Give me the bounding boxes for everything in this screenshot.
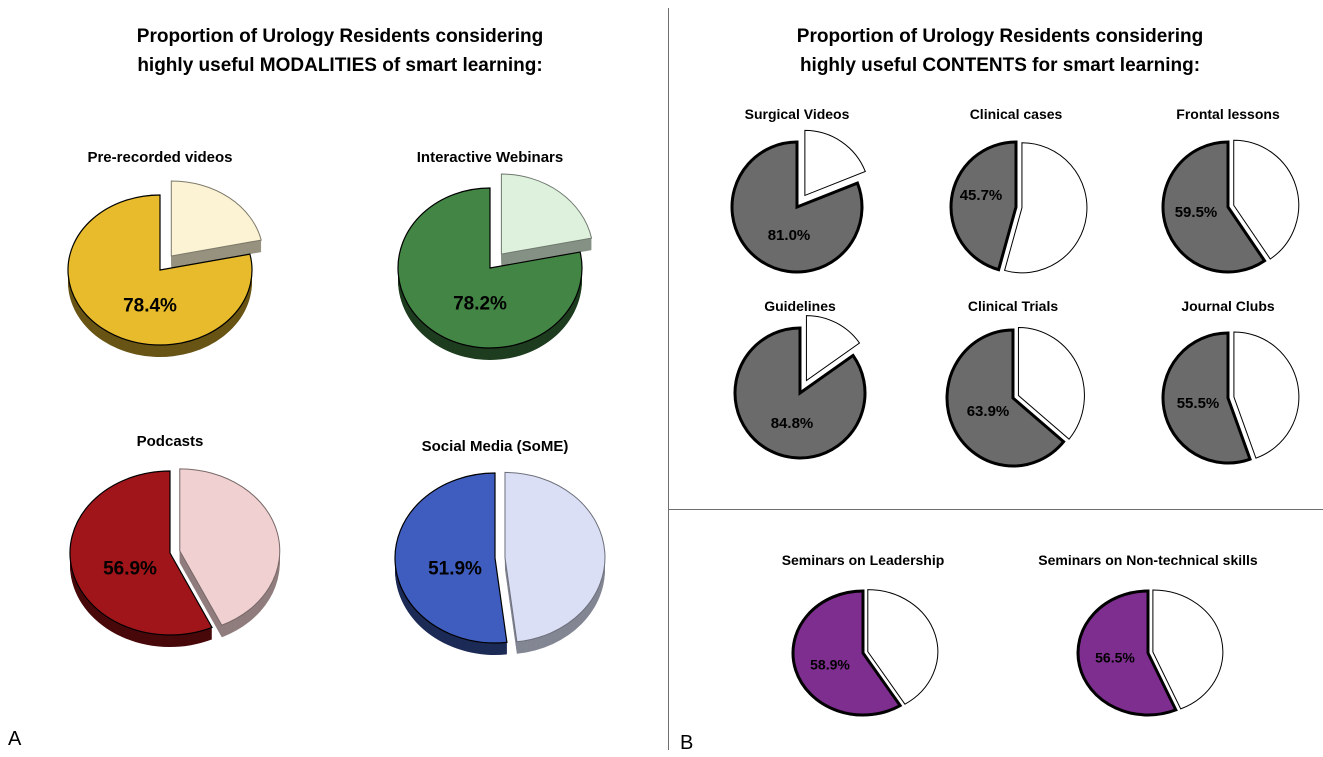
pie-slice-main-12 [1076, 589, 1178, 717]
pie-slice-rest-6 [1003, 142, 1088, 274]
panel-a-title: Proportion of Urology Residents consider… [136, 26, 544, 76]
pie-slice-rest-7 [1233, 139, 1300, 260]
pie-value-label-5: 81.0% [768, 227, 811, 244]
pie-title-11: Seminars on Leadership [782, 552, 945, 568]
vertical-divider [668, 8, 669, 750]
pie-value-label-2: 78.2% [453, 293, 507, 314]
pie-title-3: Podcasts [137, 433, 204, 450]
pie-slice-main-2 [397, 187, 583, 349]
pie-slice-main-9 [945, 328, 1066, 468]
pie-title-8: Guidelines [764, 298, 836, 314]
pie-chart-7: Frontal lessons 59.5% [1161, 106, 1300, 274]
pie-chart-3: Podcasts 56.9% [69, 433, 281, 647]
horizontal-divider [669, 509, 1323, 510]
pie-slice-rest-12 [1152, 589, 1224, 710]
pie-title-1: Pre-recorded videos [87, 149, 232, 166]
pie-value-label-6: 45.7% [960, 187, 1003, 204]
pie-value-label-11: 58.9% [810, 657, 850, 673]
pie-value-label-8: 84.8% [771, 415, 814, 432]
pie-slice-main-8 [733, 326, 867, 460]
pie-title-10: Journal Clubs [1181, 298, 1275, 314]
pie-slice-main-4 [394, 472, 508, 644]
pie-slice-main-10 [1161, 331, 1252, 465]
pie-slice-rest-5 [804, 129, 866, 197]
pie-chart-8: Guidelines 84.8% [733, 298, 867, 460]
pie-value-label-12: 56.5% [1095, 650, 1135, 666]
pie-value-label-1: 78.4% [123, 295, 177, 316]
pie-value-label-9: 63.9% [967, 403, 1010, 420]
panel-b-letter: B [680, 732, 694, 754]
pie-slice-main-3 [69, 470, 213, 636]
pie-title-2: Interactive Webinars [417, 149, 563, 166]
pie-slice-rest-8 [805, 315, 861, 382]
pie-slice-main-11 [791, 589, 903, 717]
pie-value-label-7: 59.5% [1175, 204, 1218, 221]
pie-slice-main-7 [1161, 140, 1267, 274]
pie-slice-rest-4 [504, 471, 606, 643]
pie-value-label-3: 56.9% [103, 558, 157, 579]
pie-slice-main-1 [67, 194, 253, 346]
pie-slice-rest-3 [179, 468, 281, 626]
pie-slice-rest-9 [1017, 326, 1085, 440]
pie-value-label-4: 51.9% [428, 558, 482, 579]
pie-title-6: Clinical cases [970, 106, 1063, 122]
pie-slice-rest-11 [867, 589, 939, 705]
panel-b-title: Proportion of Urology Residents consider… [796, 26, 1204, 76]
pie-chart-1: Pre-recorded videos 78.4% [67, 149, 262, 357]
pie-slice-rest-1 [170, 180, 262, 257]
pie-chart-12: Seminars on Non-technical skills 56.5% [1038, 552, 1258, 717]
panel-a-letter: A [8, 728, 22, 750]
pie-chart-5: Surgical Videos 81.0% [730, 106, 866, 274]
pie-slice-main-6 [949, 140, 1018, 272]
pie-title-9: Clinical Trials [968, 298, 1058, 314]
pie-chart-4: Social Media (SoME) 51.9% [394, 438, 606, 656]
pie-chart-11: Seminars on Leadership 58.9% [782, 552, 945, 717]
pie-slice-rest-10 [1233, 331, 1300, 459]
pie-title-12: Seminars on Non-technical skills [1038, 552, 1258, 568]
pie-chart-6: Clinical cases 45.7% [949, 106, 1088, 274]
pie-title-4: Social Media (SoME) [422, 438, 569, 455]
pie-slice-main-5 [730, 140, 864, 274]
pie-chart-2: Interactive Webinars 78.2% [397, 149, 593, 360]
pie-chart-10: Journal Clubs 55.5% [1161, 298, 1300, 465]
pie-slice-rest-2 [500, 173, 593, 255]
pie-chart-9: Clinical Trials 63.9% [945, 298, 1085, 468]
pie-title-5: Surgical Videos [745, 106, 850, 122]
pie-title-7: Frontal lessons [1176, 106, 1280, 122]
pie-value-label-10: 55.5% [1177, 395, 1220, 412]
